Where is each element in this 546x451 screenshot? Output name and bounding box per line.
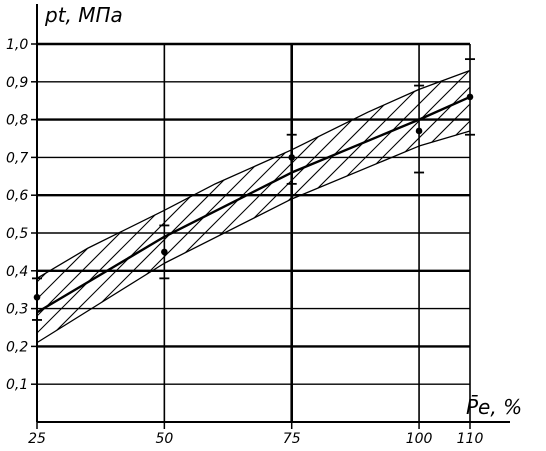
x-tick-label: 50 bbox=[155, 431, 173, 447]
hatch-line bbox=[486, 42, 546, 451]
hatch-line bbox=[451, 70, 470, 343]
hatch-line bbox=[332, 70, 470, 343]
x-tick-label: 110 bbox=[457, 431, 484, 447]
data-point bbox=[33, 293, 41, 301]
hatch-line bbox=[468, 70, 470, 343]
hatch-line bbox=[383, 70, 470, 343]
hatch-line bbox=[196, 70, 470, 343]
hatch-line bbox=[37, 70, 278, 343]
data-points bbox=[32, 58, 475, 321]
hatch-line bbox=[434, 70, 470, 343]
hatch-line bbox=[298, 70, 470, 343]
hatch-line bbox=[503, 42, 546, 451]
hatch-line bbox=[264, 70, 470, 343]
hatch-line bbox=[162, 70, 470, 343]
series-line bbox=[36, 69, 471, 279]
hatch-line bbox=[315, 70, 470, 343]
hatch-line bbox=[145, 70, 470, 343]
hatch-line bbox=[179, 70, 470, 343]
y-tick-label: 1,0 bbox=[6, 37, 28, 53]
hatch-line bbox=[37, 70, 380, 343]
y-tick-label: 0,8 bbox=[6, 113, 28, 129]
series-line bbox=[36, 95, 471, 314]
y-tick-label: 0,5 bbox=[6, 226, 28, 242]
hatch-line bbox=[37, 70, 261, 343]
y-tick-label: 0,4 bbox=[6, 264, 28, 280]
x-tick-label: 75 bbox=[283, 431, 301, 447]
x-axis-label: P̄e, % bbox=[466, 394, 522, 419]
hatch-line bbox=[537, 42, 546, 451]
hatch-line bbox=[37, 70, 193, 343]
x-tick-label: 25 bbox=[28, 431, 46, 447]
hatch-line bbox=[0, 42, 5, 451]
y-tick-label: 0,2 bbox=[6, 339, 28, 355]
y-tick-label: 0,6 bbox=[6, 188, 28, 204]
data-point bbox=[415, 127, 423, 135]
hatch-line bbox=[37, 70, 431, 343]
hatch-line bbox=[37, 70, 363, 343]
y-axis-label: pt, МПа bbox=[44, 3, 123, 27]
x-tick-label: 100 bbox=[406, 431, 433, 447]
hatch-line bbox=[213, 70, 470, 343]
data-point bbox=[466, 93, 474, 101]
hatch-line bbox=[281, 70, 470, 343]
hatch-line bbox=[37, 70, 346, 343]
data-point bbox=[161, 248, 168, 256]
hatch-line bbox=[37, 70, 312, 343]
tick-labels: 0,1 0,2 0,3 0,4 0,5 0,6 0,7 0,8 0,9 1,0 25 50 75 100 1… bbox=[6, 37, 483, 447]
y-tick-label: 0,3 bbox=[6, 302, 28, 318]
hatch-line bbox=[520, 42, 546, 451]
y-tick-label: 0,9 bbox=[6, 75, 28, 91]
axes bbox=[31, 4, 510, 429]
hatch-line bbox=[37, 70, 210, 343]
hatch-line bbox=[400, 70, 470, 343]
y-tick-label: 0,1 bbox=[6, 377, 28, 393]
series-line bbox=[36, 130, 471, 344]
data-point bbox=[288, 154, 296, 161]
hatch-line bbox=[349, 70, 470, 343]
y-tick-label: 0,7 bbox=[6, 150, 28, 166]
series-lines bbox=[36, 69, 471, 344]
hatched-band bbox=[0, 42, 546, 451]
hatch-line bbox=[37, 70, 414, 343]
grid-lines bbox=[37, 42, 471, 422]
